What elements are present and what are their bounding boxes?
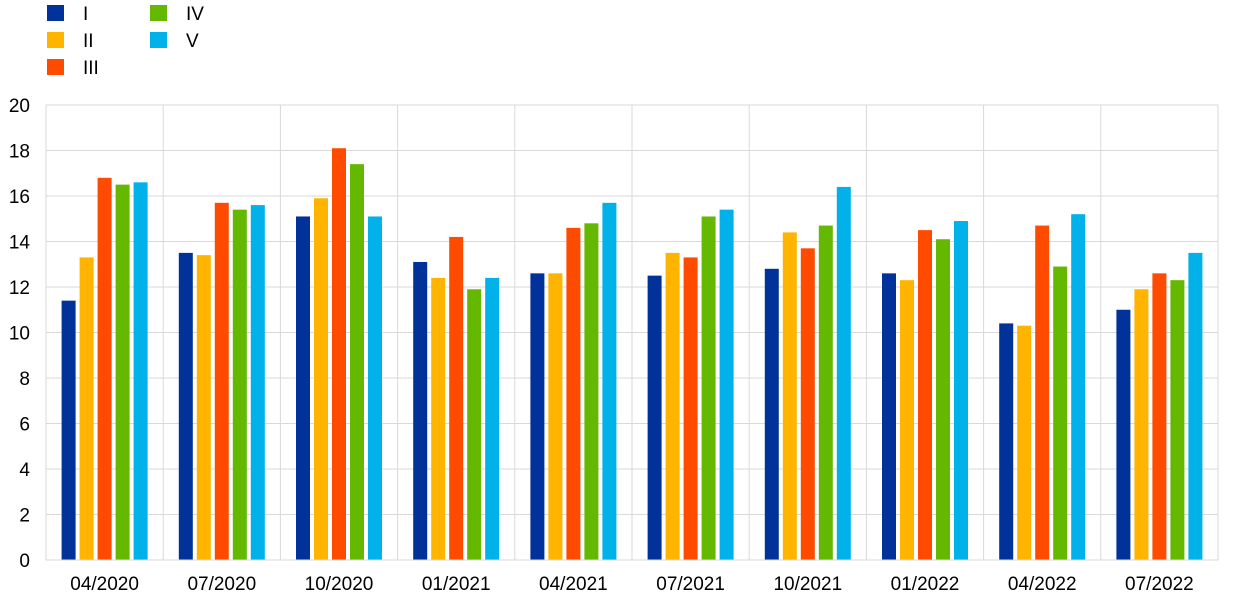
bar-IV-04/2022 (1053, 266, 1068, 560)
bar-V-04/2022 (1071, 214, 1086, 560)
y-tick-label: 16 (9, 187, 30, 208)
legend-label: V (186, 31, 199, 52)
y-tick-label: 4 (19, 460, 30, 481)
bar-III-10/2021 (800, 248, 815, 560)
bar-II-04/2022 (1017, 325, 1032, 560)
y-tick-label: 14 (9, 233, 31, 254)
legend-swatch (47, 5, 64, 21)
y-tick-label: 12 (9, 278, 30, 299)
bar-V-07/2021 (719, 209, 734, 560)
bar-V-04/2020 (133, 182, 148, 560)
bar-III-07/2020 (214, 202, 229, 560)
bar-IV-10/2020 (350, 164, 364, 560)
bar-I-10/2020 (296, 216, 310, 560)
bar-III-01/2021 (449, 236, 464, 560)
x-tick-label: 07/2021 (656, 574, 725, 595)
bar-I-07/2020 (178, 252, 193, 560)
legend-swatch (150, 32, 167, 48)
x-tick-label: 04/2021 (539, 574, 608, 595)
bar-I-10/2021 (764, 268, 779, 560)
x-tick-label: 10/2021 (773, 574, 842, 595)
bar-I-01/2022 (882, 273, 896, 560)
bar-IV-04/2021 (584, 223, 599, 561)
bar-V-07/2020 (250, 205, 265, 560)
bar-V-10/2021 (836, 186, 851, 560)
legend-label: IV (186, 4, 204, 25)
bar-II-01/2021 (431, 277, 446, 560)
bar-V-07/2022 (1188, 252, 1203, 560)
bar-III-04/2022 (1035, 225, 1050, 560)
bar-V-01/2022 (954, 221, 968, 560)
y-axis: 0 2 4 6 8 10 12 14 16 18 20 (9, 96, 31, 572)
bar-V-10/2020 (368, 216, 382, 560)
legend-label: III (83, 58, 99, 79)
x-tick-label: 07/2022 (1125, 574, 1194, 595)
bar-I-07/2022 (1116, 309, 1131, 560)
x-axis: 04/2020 07/2020 10/2020 01/2021 04/2021 07/20… (46, 559, 1218, 595)
bar-V-01/2021 (485, 277, 500, 560)
bar-IV-07/2021 (701, 216, 716, 560)
bar-I-01/2021 (413, 261, 428, 560)
bar-II-04/2021 (548, 273, 563, 560)
y-tick-label: 6 (19, 415, 30, 436)
legend-swatch (47, 32, 64, 48)
bars (61, 148, 1203, 561)
y-tick-label: 10 (9, 324, 30, 345)
x-tick-label: 04/2020 (70, 574, 139, 595)
bar-I-07/2021 (647, 275, 662, 560)
x-tick-label: 01/2022 (891, 574, 960, 595)
bar-III-10/2020 (332, 148, 346, 560)
bar-II-07/2022 (1134, 289, 1149, 560)
bar-II-01/2022 (900, 280, 914, 560)
y-tick-label: 18 (9, 142, 30, 163)
x-tick-label: 04/2022 (1008, 574, 1077, 595)
bar-IV-07/2022 (1170, 280, 1185, 560)
legend-label: I (83, 4, 88, 25)
bar-II-10/2020 (314, 198, 328, 560)
bar-III-04/2020 (97, 177, 112, 561)
bar-III-07/2021 (683, 257, 698, 560)
bar-III-04/2021 (566, 227, 581, 560)
bar-II-04/2020 (79, 257, 94, 560)
bar-IV-01/2021 (467, 289, 482, 560)
x-tick-label: 01/2021 (422, 574, 491, 595)
legend-swatch (150, 5, 167, 21)
bar-I-04/2021 (530, 273, 545, 560)
bar-II-07/2020 (196, 255, 211, 560)
bar-IV-07/2020 (232, 209, 247, 560)
legend-label: II (83, 31, 94, 52)
y-tick-label: 8 (19, 369, 30, 390)
y-tick-label: 20 (9, 96, 30, 117)
y-tick-label: 2 (19, 506, 30, 527)
x-tick-label: 07/2020 (187, 574, 256, 595)
bar-IV-01/2022 (936, 239, 950, 560)
bar-I-04/2022 (999, 323, 1014, 560)
x-tick-label: 10/2020 (305, 574, 374, 595)
bar-II-07/2021 (665, 252, 680, 560)
bar-V-04/2021 (602, 202, 617, 560)
bar-IV-10/2021 (818, 225, 833, 560)
bar-III-01/2022 (918, 230, 932, 560)
bar-II-10/2021 (782, 232, 797, 560)
y-tick-label: 0 (19, 551, 30, 572)
bar-IV-04/2020 (115, 184, 130, 560)
bar-I-04/2020 (61, 300, 76, 560)
bar-III-07/2022 (1152, 273, 1167, 560)
legend-swatch (47, 59, 64, 75)
